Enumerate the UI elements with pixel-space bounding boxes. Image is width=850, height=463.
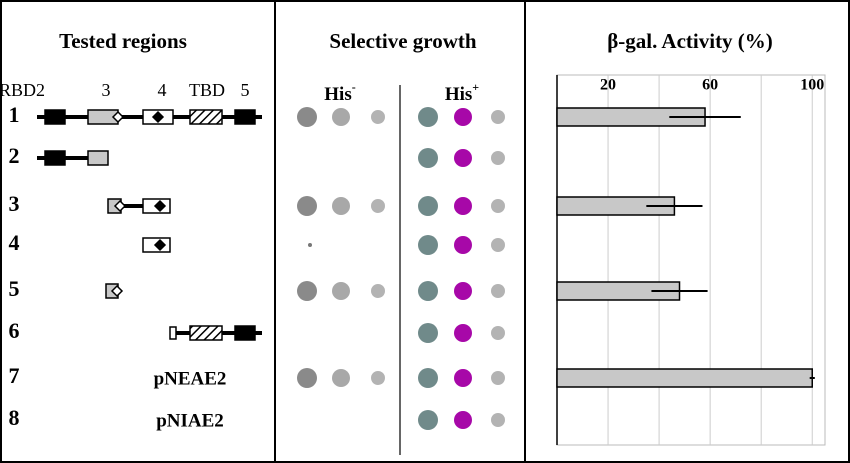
colony-spot <box>297 107 317 127</box>
colony-spot <box>418 323 438 343</box>
colony-spot <box>371 110 385 124</box>
plasmid: pNIAE2 <box>156 410 224 431</box>
colony-spot <box>297 281 317 301</box>
domain-label: RBD2 <box>0 80 45 100</box>
domain-label: 4 <box>158 80 167 100</box>
colony-spot <box>491 413 505 427</box>
colony-spot <box>332 282 350 300</box>
sup: + <box>472 80 479 94</box>
colony-spot <box>491 238 505 252</box>
colony-spot <box>491 284 505 298</box>
colony-spot <box>454 369 472 387</box>
panel-title: Selective growth <box>329 29 476 53</box>
row-number: 8 <box>9 405 20 430</box>
colony-spot <box>332 369 350 387</box>
colony-spot <box>332 197 350 215</box>
label: His <box>445 84 472 105</box>
colony-spot <box>491 326 505 340</box>
colony-spot <box>297 196 317 216</box>
colony-spot <box>371 199 385 213</box>
colony-spot <box>454 108 472 126</box>
domain-label: TBD <box>189 80 225 100</box>
colony-spot <box>454 282 472 300</box>
domain-label: 5 <box>241 80 250 100</box>
colony-spot <box>454 411 472 429</box>
colony-spot <box>418 148 438 168</box>
colony-spot <box>454 149 472 167</box>
colony-spot <box>491 371 505 385</box>
bar <box>556 368 813 388</box>
colony-spot <box>418 410 438 430</box>
colony-spot <box>418 368 438 388</box>
row-number: 2 <box>9 143 20 168</box>
colony-spot <box>491 199 505 213</box>
plot-area <box>556 74 826 446</box>
row-number: 5 <box>9 276 20 301</box>
colony-spot <box>454 197 472 215</box>
sup: - <box>352 80 356 94</box>
colony-spot <box>371 371 385 385</box>
colony-spot <box>418 235 438 255</box>
colony-spot <box>491 110 505 124</box>
colony-spot <box>491 151 505 165</box>
colony-spot <box>418 281 438 301</box>
condition-label: His+ <box>445 80 479 106</box>
domain-diagrams <box>37 109 262 341</box>
panel-title: β-gal. Activity (%) <box>607 29 773 53</box>
label: His <box>324 84 351 105</box>
colony-spot <box>308 243 312 247</box>
condition-label: His- <box>324 80 355 106</box>
colony-spot <box>418 107 438 127</box>
row-number: 4 <box>9 230 20 255</box>
plasmid: pNEAE2 <box>154 368 227 389</box>
colony-spot <box>332 108 350 126</box>
row-number: 3 <box>9 191 20 216</box>
x-tick-label: 100 <box>800 77 824 94</box>
domain-label: 3 <box>102 80 111 100</box>
colony-spot <box>371 284 385 298</box>
colony-spot <box>454 324 472 342</box>
row-number: 7 <box>9 363 20 388</box>
x-tick-label: 20 <box>600 77 616 94</box>
row-number: 6 <box>9 318 20 343</box>
colony-spot <box>418 196 438 216</box>
colony-spot <box>454 236 472 254</box>
panel-title: Tested regions <box>59 29 187 53</box>
x-tick-label: 60 <box>702 77 718 94</box>
row-number: 1 <box>9 102 20 127</box>
colony-spot <box>297 368 317 388</box>
